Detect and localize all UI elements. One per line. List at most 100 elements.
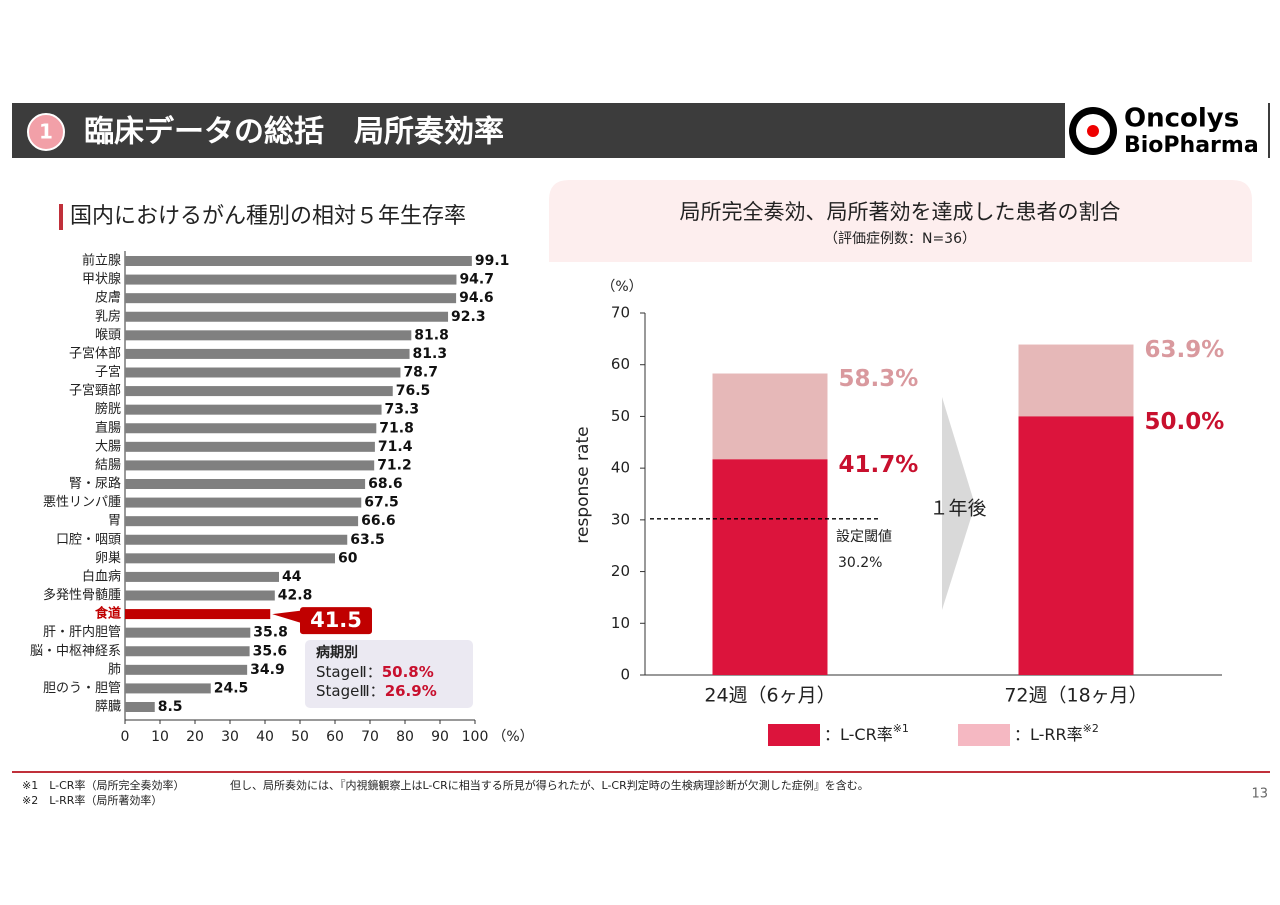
bar xyxy=(125,441,375,452)
data-label: 94.6 xyxy=(459,290,494,306)
data-label: 58.3% xyxy=(839,366,919,392)
y-tick-label: 食道 xyxy=(95,606,121,622)
legend-name: ：L-RR率 xyxy=(1014,725,1083,744)
y-tick-label: 20 xyxy=(611,562,630,580)
x-tick-label: 50 xyxy=(291,729,309,745)
y-tick-label: 胃 xyxy=(108,514,121,529)
bar xyxy=(125,479,366,489)
bar xyxy=(125,516,359,527)
data-label: 71.8 xyxy=(379,420,414,436)
data-label: 35.6 xyxy=(253,643,288,659)
y-unit: （%） xyxy=(601,279,642,295)
y-axis-label: response rate xyxy=(573,426,593,543)
y-tick-label: 胆のう・胆管 xyxy=(43,681,121,696)
bar xyxy=(125,590,275,601)
data-label: 41.5 xyxy=(310,608,362,632)
legend-note: ※2 xyxy=(1083,722,1099,735)
bar xyxy=(125,404,382,415)
x-tick-label: 10 xyxy=(151,729,169,745)
bar xyxy=(125,330,412,341)
bar xyxy=(125,293,457,304)
data-label: 8.5 xyxy=(158,699,183,715)
arrow-label: １年後 xyxy=(929,498,986,520)
bar xyxy=(125,256,472,266)
footer-line xyxy=(12,771,1270,773)
data-label: 81.3 xyxy=(413,346,448,362)
stage-label: StageⅡ： xyxy=(316,663,382,681)
y-tick-label: 腎・尿路 xyxy=(69,476,121,492)
footnote: ※1 L-CR率（局所完全奏効率） xyxy=(22,778,184,792)
y-tick-label: 卵巣 xyxy=(95,551,121,566)
bar xyxy=(125,627,251,638)
legend-entry: ：L-CR率※1 xyxy=(824,722,909,744)
y-tick-label: 前立腺 xyxy=(82,253,121,269)
y-tick-label: 肺 xyxy=(108,662,121,677)
logo-text: BioPharma xyxy=(1124,133,1259,158)
footnote: 但し、局所奏効には、『内視鏡観察上はL-CRに相当する所見が得られたが、L-CR… xyxy=(230,778,869,792)
y-tick-label: 口腔・咽頭 xyxy=(56,532,121,547)
y-tick-label: 多発性骨髄腫 xyxy=(43,587,121,603)
callout-pointer xyxy=(272,610,305,625)
y-tick-label: 白血病 xyxy=(82,568,121,584)
x-tick-label: 72週（18ヶ月） xyxy=(1004,685,1147,707)
data-label: 68.6 xyxy=(368,476,403,492)
callout-box xyxy=(300,607,372,635)
data-label: 63.5 xyxy=(350,532,385,548)
data-label: 50.0% xyxy=(1145,409,1225,435)
legend-note: ※1 xyxy=(893,722,909,735)
legend-swatch xyxy=(768,724,820,746)
data-label: 60 xyxy=(338,550,358,566)
y-tick-label: 70 xyxy=(611,304,630,322)
data-label: 92.3 xyxy=(451,309,486,325)
y-tick-label: 0 xyxy=(620,666,630,684)
data-label: 71.2 xyxy=(377,457,412,473)
data-label: 76.5 xyxy=(396,383,431,399)
y-tick-label: 大腸 xyxy=(95,439,121,454)
data-label: 66.6 xyxy=(361,513,396,529)
legend-swatch xyxy=(958,724,1010,746)
threshold-label: 設定閾値 xyxy=(836,529,892,545)
x-tick-label: 80 xyxy=(396,729,414,745)
data-label: 94.7 xyxy=(459,272,494,288)
y-tick-label: 皮膚 xyxy=(95,290,121,306)
header-number: 1 xyxy=(39,120,53,144)
arrow xyxy=(942,397,975,610)
y-tick-label: 膵臓 xyxy=(95,700,121,715)
y-tick-label: 子宮頸部 xyxy=(69,383,121,399)
y-tick-label: 肝・肝内胆管 xyxy=(43,624,121,640)
page-number: 13 xyxy=(1251,787,1268,802)
data-label: 42.8 xyxy=(278,588,313,604)
title-marker xyxy=(59,204,63,230)
y-tick-label: 悪性リンパ腫 xyxy=(43,494,121,510)
bar xyxy=(125,702,155,712)
legend-entry: ：L-RR率※2 xyxy=(1014,722,1099,744)
bar xyxy=(1018,416,1134,675)
bar xyxy=(125,571,279,582)
stage-title: 病期別 xyxy=(316,644,358,661)
data-label: 78.7 xyxy=(403,365,438,381)
header-band xyxy=(12,103,1270,158)
header-title: 臨床データの総括 局所奏効率 xyxy=(84,115,504,150)
x-tick-label: 0 xyxy=(121,729,130,745)
bar xyxy=(125,348,410,359)
bar xyxy=(125,460,375,471)
y-tick-label: 甲状腺 xyxy=(82,272,121,287)
chart-title: 局所完全奏効、局所著効を達成した患者の割合 xyxy=(680,200,1121,224)
x-tick-label: 70 xyxy=(361,729,379,745)
y-tick-label: 喉頭 xyxy=(95,328,121,343)
chart-subtitle: （評価症例数：N=36） xyxy=(824,231,976,247)
y-tick-label: 結腸 xyxy=(95,458,121,473)
y-tick-label: 50 xyxy=(611,407,630,425)
stage-value: 26.9% xyxy=(385,682,437,700)
x-tick-label: 20 xyxy=(186,729,204,745)
stage-box xyxy=(305,640,473,708)
y-tick-label: 膀胱 xyxy=(95,401,121,417)
header-badge xyxy=(27,113,65,151)
bar xyxy=(125,683,211,694)
bar xyxy=(125,534,348,545)
data-label: 73.3 xyxy=(385,402,420,418)
data-label: 71.4 xyxy=(378,439,413,455)
logo-text: Oncolys xyxy=(1124,104,1239,134)
data-label: 44 xyxy=(282,569,302,585)
data-label: 24.5 xyxy=(214,680,249,696)
